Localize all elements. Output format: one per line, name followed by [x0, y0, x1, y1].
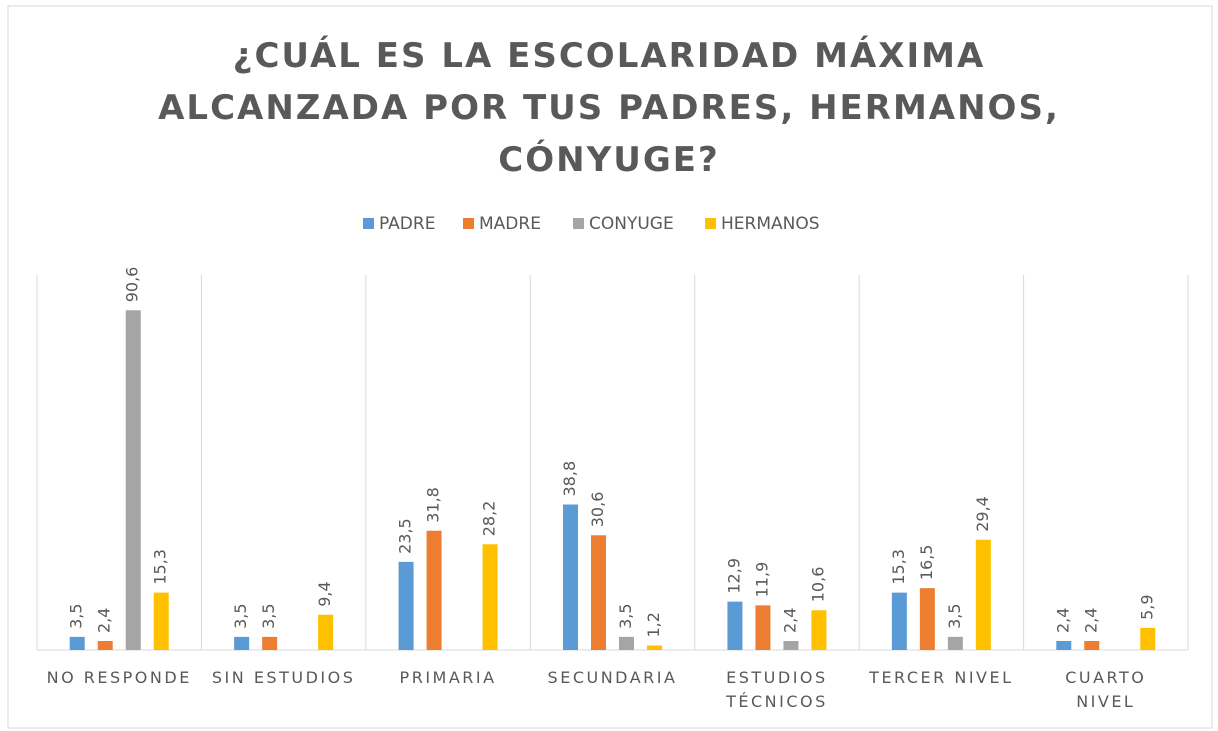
value-label: 3,5 [945, 603, 964, 628]
chart-title: ¿CUÁL ES LA ESCOLARIDAD MÁXIMA ALCANZADA… [158, 36, 1060, 180]
value-label: 23,5 [396, 518, 415, 554]
value-label: 1,2 [644, 612, 663, 637]
bar [69, 636, 85, 650]
bar [947, 636, 963, 650]
bar [919, 588, 935, 650]
x-tick-label: SIN ESTUDIOS [211, 668, 356, 687]
bar [1140, 627, 1156, 650]
value-label: 31,8 [424, 487, 443, 523]
bar [755, 605, 771, 650]
bar [398, 561, 414, 650]
bar [783, 641, 799, 650]
legend-swatch [573, 218, 584, 229]
bar [1056, 641, 1072, 650]
value-label: 30,6 [588, 492, 607, 528]
bar [97, 641, 113, 650]
value-label: 28,2 [480, 501, 499, 537]
value-label: 3,5 [67, 603, 86, 628]
x-tick-label: SECUNDARIA [547, 668, 678, 687]
legend-label: CONYUGE [589, 214, 674, 234]
x-tick-label: TERCER NIVEL [869, 668, 1014, 687]
x-tick-label: ESTUDIOS TÉCNICOS [726, 668, 828, 711]
value-label: 90,6 [123, 267, 142, 303]
value-label: 2,4 [95, 608, 114, 633]
bar [318, 614, 334, 650]
bar [426, 530, 442, 650]
bar [619, 636, 634, 650]
bar [891, 592, 907, 650]
value-label: 16,5 [917, 545, 936, 581]
bar [591, 535, 606, 650]
bar [234, 636, 250, 650]
bar [125, 310, 141, 650]
bar [153, 592, 169, 650]
value-label: 9,4 [315, 581, 334, 606]
bar [647, 645, 662, 650]
value-label: 11,9 [752, 562, 771, 598]
value-label: 5,9 [1137, 594, 1156, 619]
x-tick-label: CUARTO NIVEL [1065, 668, 1147, 711]
legend-label: PADRE [379, 214, 435, 234]
bar [482, 544, 498, 650]
value-label: 10,6 [808, 567, 827, 603]
x-tick-label: NO RESPONDE [46, 668, 192, 687]
bar [563, 504, 578, 650]
legend-label: MADRE [479, 214, 541, 234]
value-label: 15,3 [889, 549, 908, 585]
legend-label: HERMANOS [721, 214, 820, 234]
bar [811, 610, 827, 650]
bar [262, 636, 278, 650]
value-label: 2,4 [1081, 608, 1100, 633]
legend-swatch [363, 218, 374, 229]
value-label: 29,4 [973, 496, 992, 532]
bar [727, 601, 743, 650]
chart-border [7, 5, 1213, 729]
value-label: 2,4 [1053, 608, 1072, 633]
bar [1084, 641, 1100, 650]
value-label: 38,8 [560, 461, 579, 497]
legend-swatch [463, 218, 474, 229]
bar [975, 539, 991, 650]
value-label: 3,5 [616, 603, 635, 628]
value-label: 15,3 [151, 549, 170, 585]
value-label: 2,4 [780, 608, 799, 633]
x-tick-label: PRIMARIA [399, 668, 497, 687]
legend-swatch [705, 218, 716, 229]
value-label: 3,5 [259, 603, 278, 628]
value-label: 12,9 [724, 558, 743, 594]
value-label: 3,5 [231, 603, 250, 628]
